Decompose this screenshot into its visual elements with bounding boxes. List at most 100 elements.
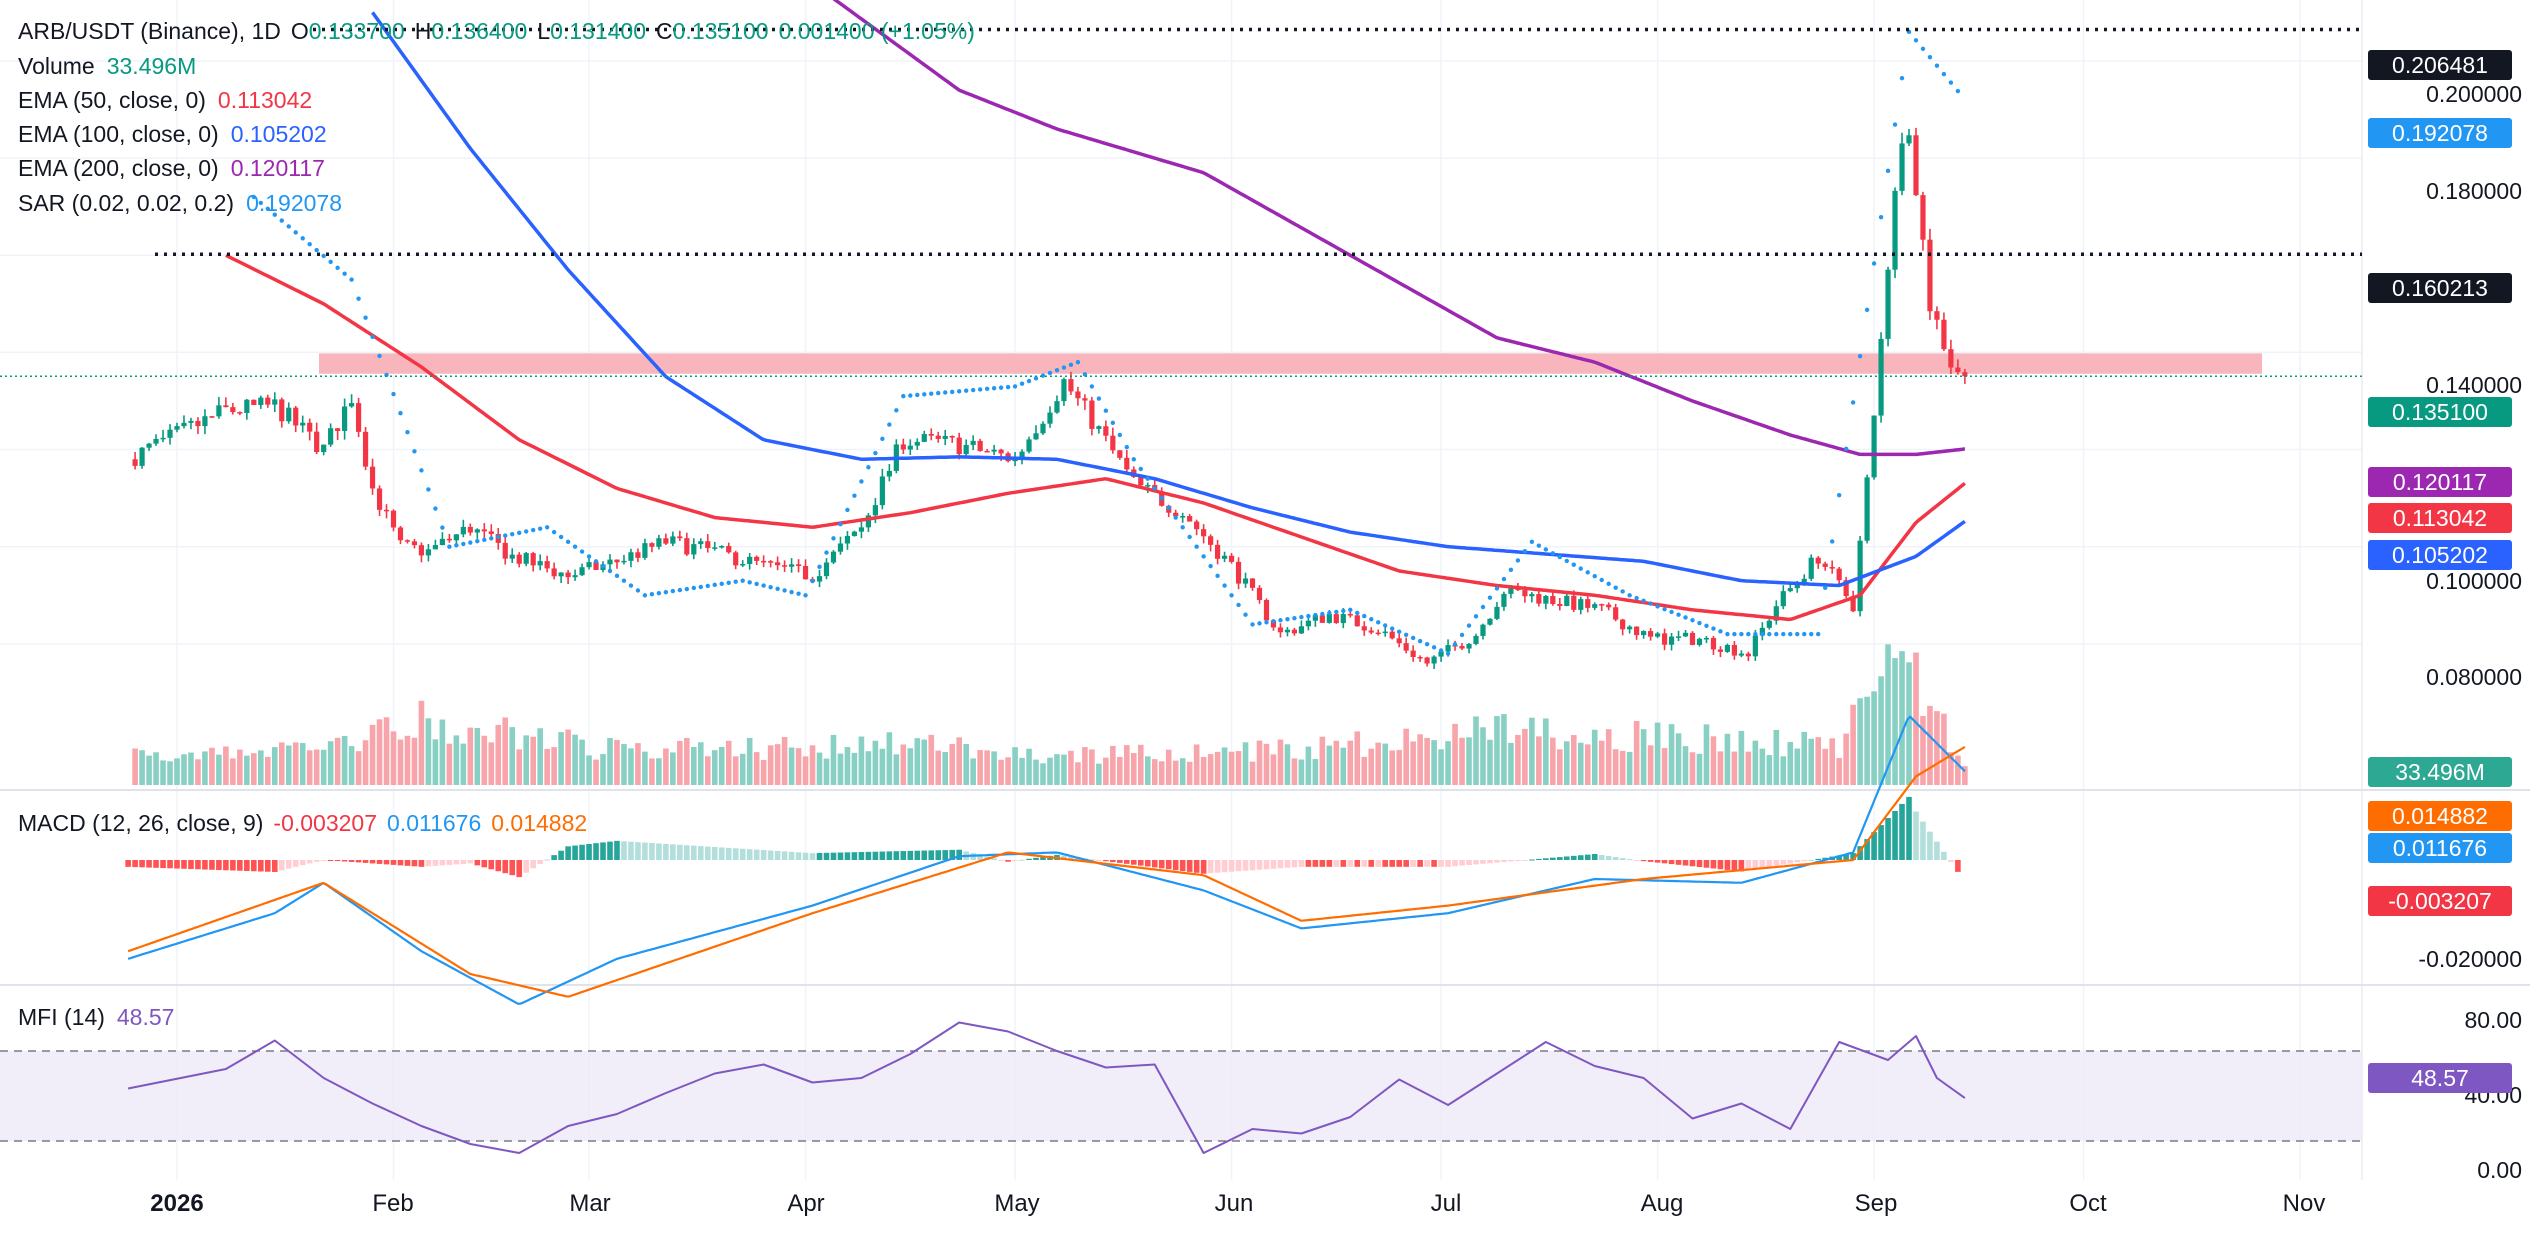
candle: [977, 440, 983, 451]
volume-bar: [907, 748, 914, 785]
sar-dot: [1019, 381, 1025, 386]
volume-bar: [1033, 759, 1039, 785]
sar-dot: [1648, 601, 1653, 606]
macd-hist-bar: [593, 843, 599, 860]
candle: [1927, 239, 1933, 312]
candle: [1487, 618, 1493, 625]
sar-dot: [1124, 444, 1130, 450]
legend-ema50[interactable]: EMA (50, close, 0) 0.113042: [18, 85, 322, 115]
candle: [1242, 578, 1249, 584]
macd-hist-bar: [1235, 860, 1242, 872]
symbol-title[interactable]: ARB/USDT (Binance), 1D: [18, 18, 281, 44]
legend-sar[interactable]: SAR (0.02, 0.02, 0.2) 0.192078: [18, 188, 352, 218]
candle: [1291, 629, 1298, 634]
macd-hist-bar: [739, 848, 746, 860]
sar-dot: [705, 583, 710, 589]
volume-bar: [984, 750, 990, 785]
macd-hist-bar: [1026, 858, 1032, 860]
legend-ema100[interactable]: EMA (100, close, 0) 0.105202: [18, 119, 337, 149]
volume-bar: [474, 728, 481, 785]
candle: [1843, 580, 1849, 597]
volume-bar: [341, 735, 348, 785]
ohlc-h-label: H: [414, 18, 432, 44]
price-tick-0180: 0.180000: [2426, 178, 2522, 204]
volume-bar: [837, 753, 844, 785]
volume-bar: [1445, 741, 1451, 785]
candle: [956, 437, 962, 455]
volume-bar: [963, 744, 969, 785]
macd-hist-bar: [1410, 860, 1416, 867]
macd-hist-bar: [1626, 859, 1633, 861]
volume-bar: [1375, 742, 1382, 785]
macd-hist-bar: [1766, 860, 1773, 867]
candles: [132, 127, 1968, 669]
ema200-line: [832, 0, 1967, 457]
mfi-value: 48.57: [116, 1004, 175, 1030]
macd-hist-bar: [697, 846, 704, 860]
legend-volume[interactable]: Volume 33.496M: [18, 51, 206, 81]
sar-dot: [642, 593, 648, 598]
sar-dot: [1082, 372, 1088, 377]
macd-hist-bar: [1354, 860, 1361, 867]
macd-value: 0.011676: [387, 810, 482, 836]
candle: [1920, 195, 1926, 240]
volume-bar: [1577, 742, 1584, 785]
volume-bar: [244, 755, 250, 785]
volume-bar: [1340, 747, 1347, 785]
macd-hist-bar: [1906, 796, 1912, 860]
sar-dot: [391, 391, 396, 397]
sar-dot: [1920, 46, 1926, 51]
volume-bar: [174, 758, 180, 785]
legend-ema200[interactable]: EMA (200, close, 0) 0.120117: [18, 153, 335, 183]
volume-bar: [132, 748, 138, 785]
candle: [216, 405, 222, 417]
sar-dot: [530, 527, 536, 533]
volume-bar: [1277, 739, 1284, 785]
macd-hist-bar: [264, 860, 271, 872]
last-price-badge: 0.135100: [2368, 397, 2512, 427]
macd-hist-bar: [1124, 860, 1130, 864]
legend-mfi[interactable]: MFI (14) 48.57: [18, 1002, 184, 1032]
candle: [1913, 135, 1919, 196]
candle: [1361, 626, 1367, 631]
volume-bar: [760, 759, 767, 785]
volume-bar: [1584, 744, 1591, 785]
volume-bar: [390, 731, 397, 785]
macd-hist-bar: [1096, 860, 1102, 861]
volume-bar: [537, 728, 543, 785]
candle: [1040, 423, 1046, 434]
volume-bar: [1850, 704, 1856, 785]
macd-hist-bar: [348, 860, 355, 862]
ohlc-high: 0.136400: [431, 18, 528, 44]
candle: [942, 435, 948, 439]
sar-dot: [1334, 609, 1339, 615]
macd-hist-bar: [376, 860, 383, 864]
macd-hist-bar: [362, 860, 369, 863]
time-label-apr: Apr: [787, 1190, 825, 1217]
sar-dot: [789, 589, 794, 595]
candle: [1480, 624, 1486, 636]
legend-macd[interactable]: MACD (12, 26, close, 9) -0.003207 0.011676…: [18, 808, 597, 838]
macd-hist-bar: [1396, 860, 1402, 867]
candle: [1738, 653, 1744, 656]
candle: [1277, 627, 1284, 633]
ema200-badge: 0.120117: [2368, 467, 2512, 497]
macd-hist-bar: [1179, 860, 1186, 871]
candle: [376, 488, 383, 510]
macd-hist-bar: [753, 849, 760, 860]
macd-hist-bar: [1529, 859, 1535, 861]
candle: [837, 543, 844, 552]
volume-bar: [1438, 749, 1444, 785]
macd-hist-bar: [670, 844, 676, 860]
sar-dot: [1829, 539, 1835, 544]
volume-bar: [1550, 737, 1556, 785]
candle: [1180, 516, 1186, 518]
volume-bar: [1089, 749, 1095, 785]
volume-bar: [425, 718, 432, 785]
macd-hist-bar: [1948, 860, 1954, 862]
sar-dot: [796, 591, 801, 596]
macd-hist-bar: [1193, 860, 1200, 873]
macd-hist-bar: [1277, 860, 1284, 869]
volume-bar: [1047, 757, 1053, 785]
